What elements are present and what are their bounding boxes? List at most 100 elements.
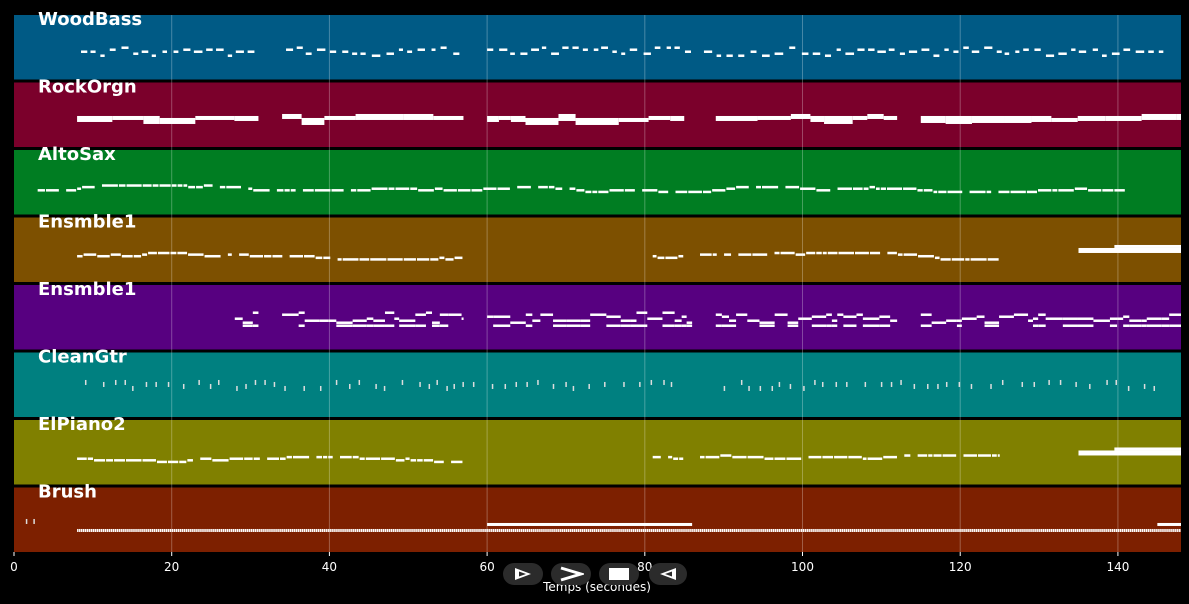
note xyxy=(554,528,556,532)
note xyxy=(686,324,693,327)
note xyxy=(307,528,310,532)
note xyxy=(928,528,931,532)
note xyxy=(1004,52,1010,55)
note xyxy=(305,528,308,532)
note xyxy=(1004,115,1032,123)
note xyxy=(580,319,591,322)
note xyxy=(727,528,730,532)
note xyxy=(759,528,761,532)
note xyxy=(705,528,708,532)
note xyxy=(403,113,434,120)
note xyxy=(599,528,601,532)
note xyxy=(1058,528,1061,532)
note xyxy=(1153,385,1156,391)
next-button[interactable] xyxy=(551,563,591,585)
note xyxy=(757,528,759,532)
note xyxy=(242,528,245,532)
note xyxy=(712,253,717,256)
note xyxy=(784,528,787,532)
note xyxy=(402,528,404,532)
note xyxy=(778,528,781,532)
note xyxy=(580,324,591,327)
note xyxy=(128,528,130,532)
note xyxy=(1051,117,1078,122)
note xyxy=(179,528,182,532)
note xyxy=(836,48,841,51)
note xyxy=(956,319,962,322)
note xyxy=(1129,319,1142,322)
note xyxy=(433,528,436,532)
note xyxy=(615,528,617,532)
track-label: WoodBass xyxy=(38,9,142,30)
note xyxy=(814,379,816,385)
note xyxy=(366,317,374,320)
track-lane xyxy=(14,487,1181,552)
note xyxy=(365,457,381,460)
note xyxy=(79,528,81,532)
note xyxy=(282,313,299,316)
note xyxy=(244,457,253,460)
note xyxy=(845,528,848,532)
note xyxy=(351,528,353,532)
note xyxy=(288,528,290,532)
note xyxy=(418,528,420,532)
note xyxy=(757,115,791,120)
note xyxy=(1123,324,1130,327)
note xyxy=(834,528,836,532)
note xyxy=(908,50,918,53)
note xyxy=(650,379,653,385)
note xyxy=(159,184,171,187)
play-reverse-button[interactable] xyxy=(649,563,687,585)
note xyxy=(1045,54,1055,57)
note xyxy=(415,324,426,327)
note xyxy=(358,528,361,532)
note xyxy=(567,528,570,532)
note xyxy=(297,528,300,532)
note xyxy=(826,324,832,327)
note xyxy=(816,251,822,255)
note xyxy=(763,528,765,532)
note xyxy=(1171,528,1173,532)
note xyxy=(514,528,517,532)
note xyxy=(750,50,757,53)
note xyxy=(1125,528,1128,532)
note xyxy=(991,454,997,457)
note xyxy=(643,52,651,55)
note xyxy=(728,324,737,327)
note xyxy=(133,52,139,55)
play-forward-button[interactable] xyxy=(503,563,543,585)
note xyxy=(984,321,1000,324)
note xyxy=(996,50,1002,53)
note xyxy=(995,528,998,532)
note xyxy=(563,528,566,532)
stop-button[interactable] xyxy=(599,563,639,585)
note xyxy=(278,528,280,532)
note xyxy=(1113,528,1116,532)
note xyxy=(676,528,678,532)
note xyxy=(1046,528,1049,532)
note xyxy=(296,46,303,49)
note xyxy=(953,50,959,53)
note xyxy=(821,381,824,387)
note xyxy=(968,528,970,532)
note xyxy=(962,528,964,532)
note xyxy=(173,528,176,532)
note xyxy=(171,528,174,532)
note xyxy=(786,457,802,460)
note xyxy=(234,528,237,532)
note xyxy=(94,528,97,532)
note xyxy=(187,528,189,532)
note xyxy=(276,528,278,532)
note xyxy=(824,528,826,532)
note xyxy=(774,251,780,255)
note xyxy=(424,528,426,532)
note xyxy=(1090,528,1092,532)
note xyxy=(487,48,494,51)
note xyxy=(483,187,497,190)
note xyxy=(316,455,323,459)
note xyxy=(340,455,352,459)
note xyxy=(335,528,337,532)
note xyxy=(386,528,389,532)
note xyxy=(1001,379,1004,385)
note xyxy=(662,311,675,314)
